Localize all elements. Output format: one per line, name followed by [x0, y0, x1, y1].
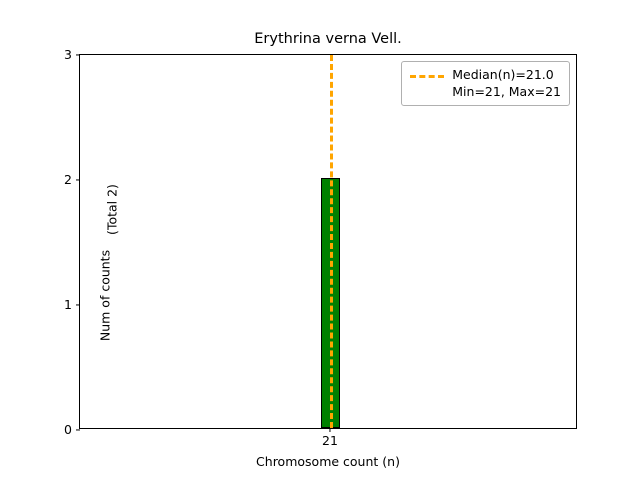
ytick-mark-0 — [76, 429, 80, 431]
plot-area: 0 1 2 3 21 Num of counts (Total 2) Media… — [64, 48, 577, 447]
x-axis-label: Chromosome count (n) — [256, 454, 400, 469]
ytick-label-0: 0 — [64, 421, 72, 437]
chart-title: Erythrina verna Vell. — [254, 31, 402, 47]
legend-entry-median: Median(n)=21.0 — [452, 67, 554, 82]
xtick-label-21: 21 — [322, 433, 338, 448]
legend-entry-minmax: Min=21, Max=21 — [452, 84, 561, 99]
legend-text: Median(n)=21.0 Min=21, Max=21 — [452, 67, 561, 99]
ytick-mark-1 — [76, 304, 80, 306]
legend: Median(n)=21.0 Min=21, Max=21 — [401, 61, 570, 106]
ytick-label-1: 1 — [64, 296, 72, 312]
median-line — [330, 55, 333, 428]
xtick-mark-21 — [329, 428, 331, 432]
legend-swatch-median-line — [410, 67, 445, 84]
ytick-mark-2 — [76, 179, 80, 181]
ytick-mark-3 — [76, 54, 80, 56]
ytick-label-2: 2 — [64, 171, 72, 187]
y-axis-label-total: (Total 2) — [104, 184, 120, 235]
ytick-label-3: 3 — [64, 46, 72, 62]
